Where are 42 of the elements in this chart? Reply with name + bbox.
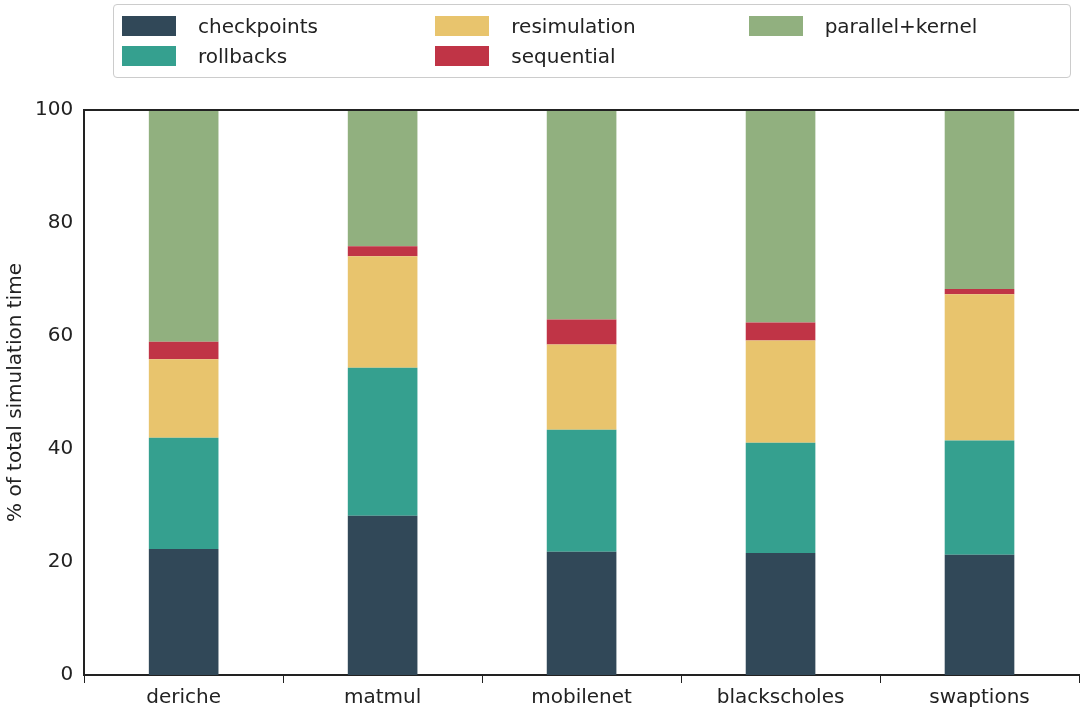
bar xyxy=(546,551,617,675)
bar xyxy=(745,340,816,443)
bar xyxy=(546,319,617,345)
bar xyxy=(944,294,1015,441)
legend-label: resimulation xyxy=(511,14,636,38)
bar xyxy=(347,246,418,257)
legend-label: checkpoints xyxy=(198,14,318,38)
y-tick-label: 100 xyxy=(34,96,74,121)
y-tick-label: 60 xyxy=(47,322,74,347)
bar xyxy=(745,110,816,323)
bar xyxy=(944,440,1015,555)
bar xyxy=(148,437,219,550)
x-tick-label: matmul xyxy=(343,684,422,709)
bar xyxy=(944,554,1015,675)
y-tick-label: 20 xyxy=(47,548,74,573)
legend-label: parallel+kernel xyxy=(824,14,978,38)
bar xyxy=(347,110,418,247)
bar xyxy=(745,442,816,553)
bar xyxy=(546,344,617,430)
x-tick-label: mobilenet xyxy=(531,684,633,709)
bar xyxy=(148,110,219,342)
bar xyxy=(148,341,219,360)
x-tick-label: deriche xyxy=(146,684,222,709)
bar xyxy=(944,110,1015,290)
x-tick-label: blackscholes xyxy=(716,684,845,709)
y-tick-label: 0 xyxy=(60,661,74,686)
bar xyxy=(546,110,617,320)
legend-label: sequential xyxy=(511,44,616,68)
bar xyxy=(347,256,418,368)
bar xyxy=(745,322,816,341)
bar xyxy=(347,367,418,516)
bar xyxy=(546,429,617,552)
legend-label: rollbacks xyxy=(198,44,288,68)
bar xyxy=(347,515,418,675)
y-tick-label: 80 xyxy=(47,209,74,234)
y-tick-label: 40 xyxy=(47,435,74,460)
bar xyxy=(148,549,219,675)
y-axis-title: % of total simulation time xyxy=(2,263,27,522)
bar xyxy=(148,359,219,438)
bar xyxy=(944,289,1015,295)
bar xyxy=(745,552,816,675)
x-tick-label: swaptions xyxy=(929,684,1030,709)
